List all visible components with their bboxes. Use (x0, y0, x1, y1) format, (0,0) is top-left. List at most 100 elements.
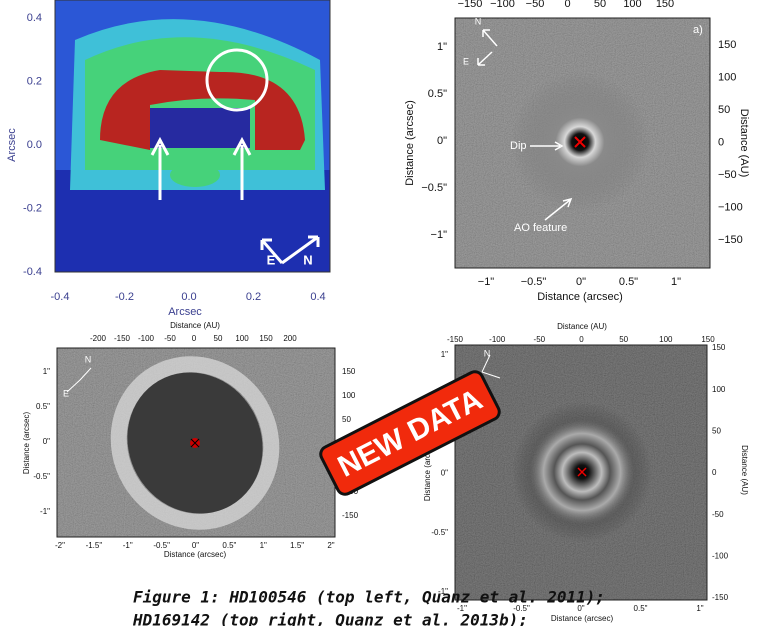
compass-label: N (475, 16, 482, 26)
tick-label-left: -0.5" (431, 528, 448, 537)
tick-label-bottom: 0" (576, 276, 586, 288)
tick-label-right: -150 (342, 511, 359, 520)
tick-label-bottom: -0.4 (51, 291, 70, 303)
tick-label-left: -0.5" (33, 472, 50, 481)
tick-label-top: −150 (458, 0, 483, 10)
tick-label-left: 1" (437, 41, 447, 53)
tick-label-right: 50 (342, 415, 351, 424)
tick-label-right: 100 (712, 385, 726, 394)
tick-label-right: −150 (718, 234, 743, 246)
annotation: Dip (510, 140, 527, 152)
tick-label-left: -0.2 (23, 202, 42, 214)
axis-label: Distance (arcsec) (537, 291, 623, 303)
tick-label-top: -100 (489, 335, 506, 344)
tick-label-top: 150 (259, 334, 273, 343)
tick-label-top: 200 (283, 334, 297, 343)
tick-label-bottom: 2" (327, 541, 334, 550)
tick-label-top: -200 (90, 334, 107, 343)
tick-label-bottom: -1.5" (86, 541, 103, 550)
caption-line: Figure 1: HD100546 (top left, Quanz et a… (133, 588, 605, 607)
tick-label-right: 100 (718, 71, 736, 83)
tick-label-top: -150 (114, 334, 131, 343)
caption-line: HD169142 (top right, Quanz et al. 2013b)… (132, 611, 528, 626)
tick-label-top: 100 (623, 0, 641, 10)
tick-label-right: 150 (342, 367, 356, 376)
panel-label: a) (693, 24, 703, 36)
tick-label-left: -1" (40, 507, 50, 516)
tick-label-left: 1" (441, 350, 448, 359)
tick-label-left: 0.2 (27, 75, 42, 87)
tick-label-right: 0 (712, 468, 717, 477)
tick-label-bottom: 1.5" (290, 541, 304, 550)
tick-label-top: 50 (594, 0, 606, 10)
tick-label-top: -50 (164, 334, 176, 343)
compass-label: E (463, 56, 469, 66)
compass-label: E (267, 252, 276, 267)
axis-label: Distance (arcsec) (22, 412, 31, 475)
image-new-data (455, 345, 707, 600)
tick-label-top: 0 (564, 0, 570, 10)
tick-label-bottom: 0.0 (181, 291, 196, 303)
tick-label-left: −0.5" (421, 182, 447, 194)
tick-label-right: -150 (712, 593, 729, 602)
page: 0.40.20.0-0.2-0.4-0.4-0.20.00.20.4Arcsec… (0, 0, 760, 626)
tick-label-left: 0.5" (428, 88, 447, 100)
tick-label-left: 1" (43, 367, 50, 376)
image-hd100546 (57, 336, 335, 550)
tick-label-top: -50 (534, 335, 546, 344)
tick-label-left: −1" (431, 229, 448, 241)
tick-label-top: 100 (659, 335, 673, 344)
tick-label-top: 100 (235, 334, 249, 343)
axis-label: Distance (arcsec) (404, 100, 416, 186)
axis-label: Distance (arcsec) (164, 550, 227, 559)
tick-label-top: 50 (619, 335, 628, 344)
compass-label: N (303, 252, 312, 267)
compass-label: N (484, 348, 491, 358)
axis-label: Arcsec (6, 128, 18, 162)
tick-label-left: -0.4 (23, 266, 42, 278)
tick-label-bottom: 0.4 (310, 291, 325, 303)
axis-label: Distance (AU) (557, 322, 607, 331)
tick-label-left: 0" (441, 469, 448, 478)
axis-label: Arcsec (168, 306, 202, 318)
tick-label-top: 50 (214, 334, 223, 343)
tick-label-right: -50 (712, 510, 724, 519)
tick-label-top: 150 (656, 0, 674, 10)
tick-label-bottom: -0.2 (115, 291, 134, 303)
tick-label-bottom: 0.5" (634, 604, 648, 613)
compass-label: E (63, 388, 69, 398)
tick-label-right: 100 (342, 391, 356, 400)
tick-label-bottom: 1" (696, 604, 703, 613)
tick-label-right: −50 (718, 169, 737, 181)
tick-label-right: 50 (712, 426, 721, 435)
tick-label-left: 0.4 (27, 12, 42, 24)
tick-label-right: 150 (718, 39, 736, 51)
compass-label: N (85, 354, 92, 364)
tick-label-left: 0.0 (27, 139, 42, 151)
tick-label-left: 0" (437, 135, 447, 147)
tick-label-right: -100 (712, 551, 729, 560)
tick-label-top: 0 (192, 334, 197, 343)
tick-label-left: 0" (43, 437, 50, 446)
tick-label-bottom: -0.5" (153, 541, 170, 550)
heatmap-image (55, 0, 330, 272)
tick-label-top: −100 (490, 0, 515, 10)
tick-label-top: -100 (138, 334, 155, 343)
tick-label-top: 0 (579, 335, 584, 344)
axis-label: Distance (AU) (738, 109, 750, 177)
tick-label-bottom: 1" (260, 541, 267, 550)
tick-label-bottom: 0.5" (222, 541, 236, 550)
tick-label-bottom: -1" (123, 541, 133, 550)
axis-label: Distance (arcsec) (551, 614, 614, 623)
annotation: AO feature (514, 222, 567, 234)
tick-label-bottom: 0" (192, 541, 199, 550)
tick-label-bottom: −1" (478, 276, 495, 288)
image-hd169142 (455, 18, 710, 268)
tick-label-top: -150 (447, 335, 464, 344)
tick-label-bottom: -2" (55, 541, 65, 550)
tick-label-right: 0 (718, 136, 724, 148)
tick-label-right: 50 (718, 104, 730, 116)
tick-label-right: −100 (718, 201, 743, 213)
tick-label-right: 150 (712, 343, 726, 352)
axis-label: Distance (AU) (740, 445, 749, 495)
